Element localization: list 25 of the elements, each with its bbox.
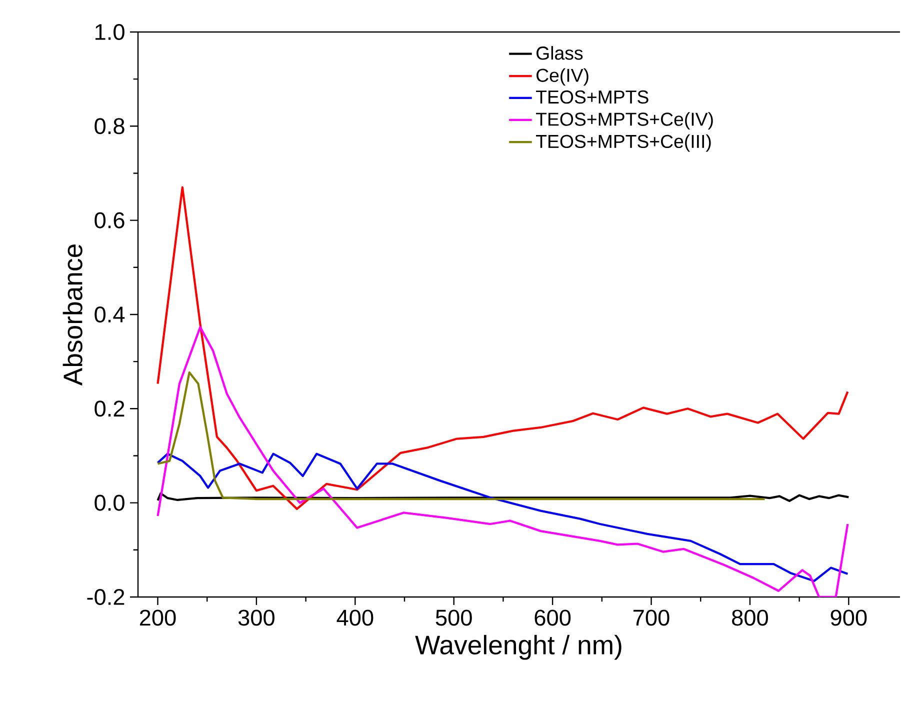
y-tick-label: 0.0 — [94, 494, 124, 511]
legend-label: Ce(IV) — [536, 68, 588, 86]
x-tick-label: 900 — [830, 610, 867, 626]
legend-label: TEOS+MPTS+Ce(IV) — [536, 112, 713, 130]
y-tick-label: 0.4 — [94, 306, 125, 323]
x-tick-label: 300 — [238, 610, 274, 626]
y-tick-label: 1.0 — [96, 24, 124, 40]
legend-label: TEOS+MPTS — [536, 90, 648, 104]
x-tick-label: 500 — [436, 610, 472, 626]
y-tick-label: 0.8 — [94, 118, 124, 134]
legend-label: Glass — [536, 46, 583, 60]
line-series — [156, 186, 849, 510]
line-series — [156, 452, 849, 582]
legend-label: TEOS+MPTS+Ce(III) — [536, 134, 711, 152]
y-tick-label: -0.2 — [87, 588, 124, 606]
x-tick-label: 400 — [336, 610, 374, 626]
x-tick-label: 800 — [732, 610, 768, 626]
y-axis-title: Absorbance — [62, 244, 82, 386]
x-tick-label: 200 — [140, 610, 176, 626]
line-series — [156, 326, 849, 597]
x-tick-label: 700 — [634, 610, 670, 626]
y-tick-label: 0.2 — [94, 400, 124, 417]
x-axis-title: Wavelenght / nm) — [415, 634, 622, 660]
x-tick-label: 600 — [534, 610, 571, 626]
y-tick-label: 0.6 — [94, 212, 124, 228]
